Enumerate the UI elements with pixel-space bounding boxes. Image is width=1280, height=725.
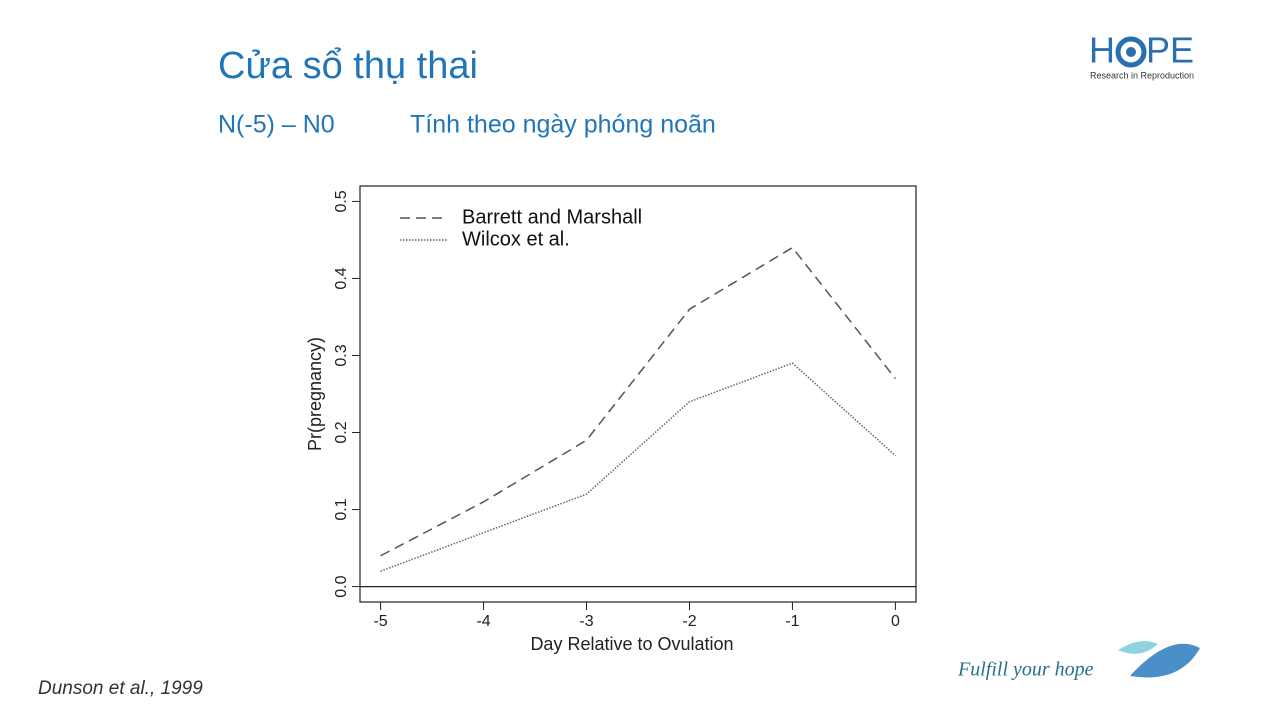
logo-left: H <box>1089 30 1115 71</box>
logo-eye <box>1115 36 1147 68</box>
x-axis-label: Day Relative to Ovulation <box>530 634 733 654</box>
plot-frame <box>359 185 917 603</box>
leaf-light <box>1118 641 1158 654</box>
logo-tagline: Research in Reproduction <box>1090 70 1194 80</box>
logo-right: PE <box>1146 30 1194 71</box>
logo-pupil <box>1126 47 1136 57</box>
citation: Dunson et al., 1999 <box>38 678 203 699</box>
x-tick-label: -1 <box>785 613 799 630</box>
slogan: Fulfill your hope <box>957 659 1094 681</box>
y-tick-label: 0.5 <box>333 190 350 212</box>
leaf-dark <box>1130 643 1200 678</box>
y-tick-label: 0.0 <box>333 575 350 597</box>
x-tick-label: -5 <box>373 613 387 630</box>
series-line <box>380 362 896 572</box>
y-tick-label: 0.2 <box>333 421 350 443</box>
x-tick-label: -2 <box>682 613 696 630</box>
y-tick-label: 0.1 <box>333 498 350 520</box>
series-line <box>380 246 896 557</box>
logo: H PE Research in Reproduction <box>1089 30 1194 81</box>
chart: -5 -4 -3 -2 -1 0 0.0 0.1 0.2 0.3 0.4 0.5 Day Relativ… <box>305 185 917 654</box>
x-tick-label: -3 <box>579 613 593 630</box>
x-tick-label: -4 <box>476 613 490 630</box>
subtitle-left: N(-5) – N0 <box>218 111 335 139</box>
legend-label: Wilcox et al. <box>462 228 570 250</box>
slide-title: Cửa sổ thụ thai <box>218 45 478 87</box>
y-axis-label: Pr(pregnancy) <box>305 337 325 451</box>
y-tick-label: 0.3 <box>333 344 350 366</box>
x-tick-label: 0 <box>891 613 900 630</box>
y-tick-label: 0.4 <box>333 267 350 289</box>
subtitle-right: Tính theo ngày phóng noãn <box>410 111 716 139</box>
legend-label: Barrett and Marshall <box>462 206 642 228</box>
